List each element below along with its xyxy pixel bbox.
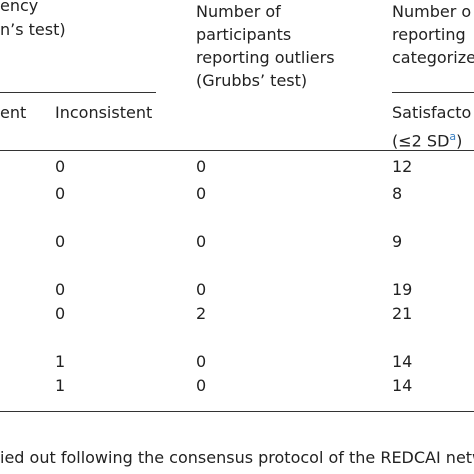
table-cell: 1 [55, 376, 66, 395]
table-cell: 0 [55, 280, 66, 299]
table-cell: 14 [392, 352, 413, 371]
table-cell: 0 [196, 232, 207, 251]
table-cell: 0 [55, 157, 66, 176]
table-cell: 0 [196, 184, 207, 203]
subheader: (≤2 SDa) [392, 127, 462, 151]
table-cell: 9 [392, 232, 403, 251]
footnote-mark: a [449, 130, 457, 143]
rule [392, 92, 474, 93]
header: n’s test) [0, 20, 66, 39]
subheader: ent [0, 103, 27, 122]
table-cell: 2 [196, 304, 207, 323]
subheader: ) [456, 131, 463, 151]
table-cell: 0 [55, 184, 66, 203]
header: reporting outliers [196, 48, 335, 67]
table-cell: 12 [392, 157, 413, 176]
table-cell: 19 [392, 280, 413, 299]
subheader: Satisfacto [392, 103, 472, 122]
header: ency [0, 0, 39, 15]
rule [0, 92, 156, 93]
table-cell: 1 [55, 352, 66, 371]
header: participants [196, 25, 292, 44]
footer: ied out following the consensus protocol… [0, 448, 474, 467]
subheader: (≤2 SD [392, 131, 450, 151]
header: categorize [392, 48, 474, 67]
header: Number o [392, 2, 472, 21]
header: Number of [196, 2, 281, 21]
table-cell: 8 [392, 184, 403, 203]
table-cell: 14 [392, 376, 413, 395]
table-cell: 0 [55, 304, 66, 323]
header: reporting [392, 25, 466, 44]
table-cell: 21 [392, 304, 413, 323]
header: (Grubbs’ test) [196, 71, 308, 90]
table-cell: 0 [55, 232, 66, 251]
table-cell: 0 [196, 157, 207, 176]
table-cell: 0 [196, 376, 207, 395]
rule [0, 411, 474, 412]
table-cell: 0 [196, 280, 207, 299]
rule [0, 150, 474, 151]
table-cell: 0 [196, 352, 207, 371]
subheader: Inconsistent [55, 103, 153, 122]
